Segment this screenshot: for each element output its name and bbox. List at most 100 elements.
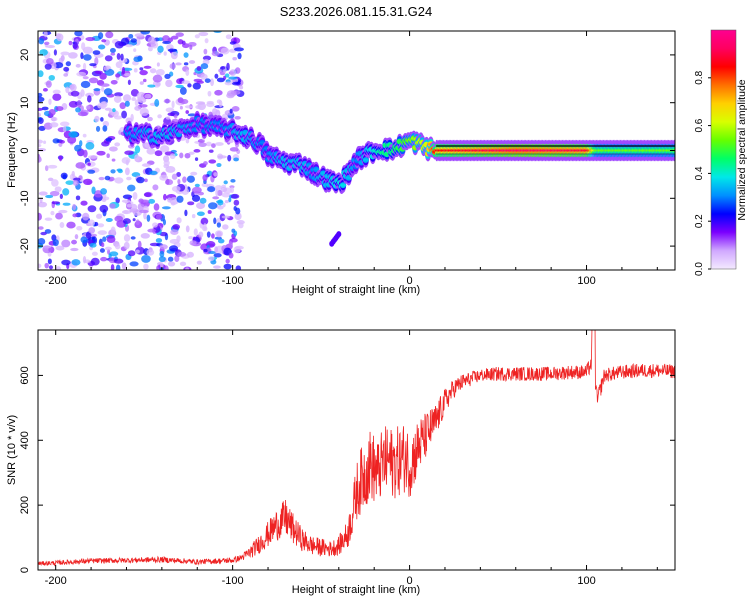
spectrogram-noise-blob xyxy=(134,105,142,111)
spectrogram-noise-blob xyxy=(99,72,107,80)
spectrogram-noise-blob xyxy=(163,98,171,104)
spectrogram-noise-blob xyxy=(121,157,131,164)
spectrogram-noise-blob xyxy=(101,198,107,203)
spectrogram-y-tick-label: -20 xyxy=(19,238,31,254)
spectrogram-noise-blob xyxy=(176,195,184,203)
spectrogram-noise-blob xyxy=(185,267,190,270)
spectrogram-noise-blob xyxy=(224,73,230,78)
spectrogram-noise-blob xyxy=(183,62,189,66)
spectrogram-noise-blob xyxy=(222,224,229,230)
spectrogram-noise-blob xyxy=(58,155,63,162)
spectrogram-noise-blob xyxy=(231,228,236,233)
spectrogram-noise-blob xyxy=(124,73,131,77)
spectrogram-noise-blob xyxy=(207,186,216,193)
spectrogram-noise-blob xyxy=(83,54,92,61)
spectrogram-noise-blob xyxy=(74,31,83,37)
spectrogram-noise-blob xyxy=(99,204,109,213)
spectrogram-noise-blob xyxy=(75,107,81,113)
spectrogram-noise-blob xyxy=(91,251,98,256)
spectrogram-noise-blob xyxy=(182,176,187,183)
spectrogram-noise-blob xyxy=(82,256,87,264)
spectrogram-noise-blob xyxy=(134,99,139,107)
spectrogram-noise-blob xyxy=(76,100,82,108)
spectrogram-noise-blob xyxy=(221,192,231,198)
spectrogram-noise-blob xyxy=(38,263,42,269)
spectrogram-noise-blob xyxy=(194,183,200,188)
spectrogram-noise-blob xyxy=(214,246,219,253)
spectrogram-noise-blob xyxy=(85,92,94,98)
spectrogram-noise-blob xyxy=(48,265,54,270)
spectrogram-noise-blob xyxy=(203,223,207,230)
spectrogram-noise-blob xyxy=(59,193,64,199)
figure-title: S233.2026.081.15.31.G24 xyxy=(280,4,433,19)
spectrogram-noise-blob xyxy=(104,175,111,181)
spectrogram-noise-blob xyxy=(109,251,119,257)
spectrogram-noise-blob xyxy=(111,158,116,162)
spectrogram-track-cell xyxy=(175,133,182,136)
spectrogram-noise-blob xyxy=(42,87,48,92)
spectrogram-noise-blob xyxy=(220,66,226,70)
spectrogram-noise-blob xyxy=(144,178,148,183)
spectrogram-noise-blob xyxy=(208,149,214,153)
spectrogram-noise-blob xyxy=(97,223,105,228)
spectrogram-noise-blob xyxy=(38,92,43,98)
spectrogram-noise-blob xyxy=(184,152,191,159)
spectrogram-noise-blob xyxy=(96,213,103,219)
spectrogram-noise-blob xyxy=(165,116,171,120)
spectrogram-noise-blob xyxy=(42,245,52,249)
spectrogram-noise-blob xyxy=(126,176,132,181)
spectrogram-noise-blob xyxy=(217,155,227,159)
snr-y-tick-label: 0 xyxy=(19,567,31,573)
spectrogram-noise-blob xyxy=(220,47,230,55)
spectrogram-noise-blob xyxy=(139,67,144,71)
spectrogram-noise-blob xyxy=(82,212,90,221)
spectrogram-noise-blob xyxy=(117,169,123,174)
spectrogram-noise-blob xyxy=(87,162,91,166)
spectrogram-noise-blob xyxy=(138,198,144,204)
spectrogram-noise-blob xyxy=(44,217,53,221)
spectrogram-noise-blob xyxy=(71,170,75,177)
spectrogram-noise-blob xyxy=(63,73,69,77)
spectrogram-noise-blob xyxy=(81,42,86,51)
spectrogram-noise-blob xyxy=(80,80,91,89)
spectrogram-noise-blob xyxy=(114,92,124,97)
spectrogram-noise-blob xyxy=(233,199,240,206)
spectrogram-noise-blob xyxy=(176,217,182,224)
spectrogram-noise-blob xyxy=(38,212,42,221)
spectrogram-noise-blob xyxy=(128,33,134,39)
spectrogram-noise-blob xyxy=(208,202,218,210)
spectrogram-noise-blob xyxy=(48,98,52,105)
spectrogram-noise-blob xyxy=(115,61,123,69)
spectrogram-noise-blob xyxy=(114,115,123,120)
spectrogram-noise-blob xyxy=(228,241,233,249)
spectrogram-noise-blob xyxy=(184,209,188,217)
spectrogram-noise-blob xyxy=(58,209,68,214)
spectrogram-noise-blob xyxy=(105,137,113,142)
spectrogram-noise-blob xyxy=(234,115,241,120)
snr-y-tick-label: 600 xyxy=(19,366,31,384)
spectrogram-noise-blob xyxy=(140,233,150,239)
spectrogram-noise-blob xyxy=(38,237,46,245)
spectrogram-noise-blob xyxy=(100,256,108,262)
spectrogram-noise-blob xyxy=(44,63,52,70)
spectrogram-noise-blob xyxy=(59,121,70,127)
spectrogram-noise-blob xyxy=(229,108,233,114)
spectrogram-noise-blob xyxy=(100,117,104,122)
spectrogram-noise-blob xyxy=(170,201,176,206)
spectrogram-noise-blob xyxy=(217,199,224,206)
spectrogram-noise-blob xyxy=(182,43,190,49)
spectrogram-noise-blob xyxy=(157,45,164,53)
spectrogram-noise-blob xyxy=(38,154,41,163)
spectrogram-noise-blob xyxy=(70,247,79,252)
spectrogram-noise-blob xyxy=(232,56,238,61)
colorbar-gradient xyxy=(711,30,736,269)
spectrogram-noise-blob xyxy=(148,198,156,204)
spectrogram-noise-blob xyxy=(133,68,138,73)
spectrogram-noise-blob xyxy=(191,213,196,219)
spectrogram-noise-blob xyxy=(79,140,83,147)
spectrogram-noise-blob xyxy=(124,100,130,107)
spectrogram-noise-blob xyxy=(234,67,241,74)
spectrogram-noise-blob xyxy=(225,34,232,40)
spectrogram-noise-blob xyxy=(89,242,97,248)
spectrogram-noise-blob xyxy=(94,70,103,75)
